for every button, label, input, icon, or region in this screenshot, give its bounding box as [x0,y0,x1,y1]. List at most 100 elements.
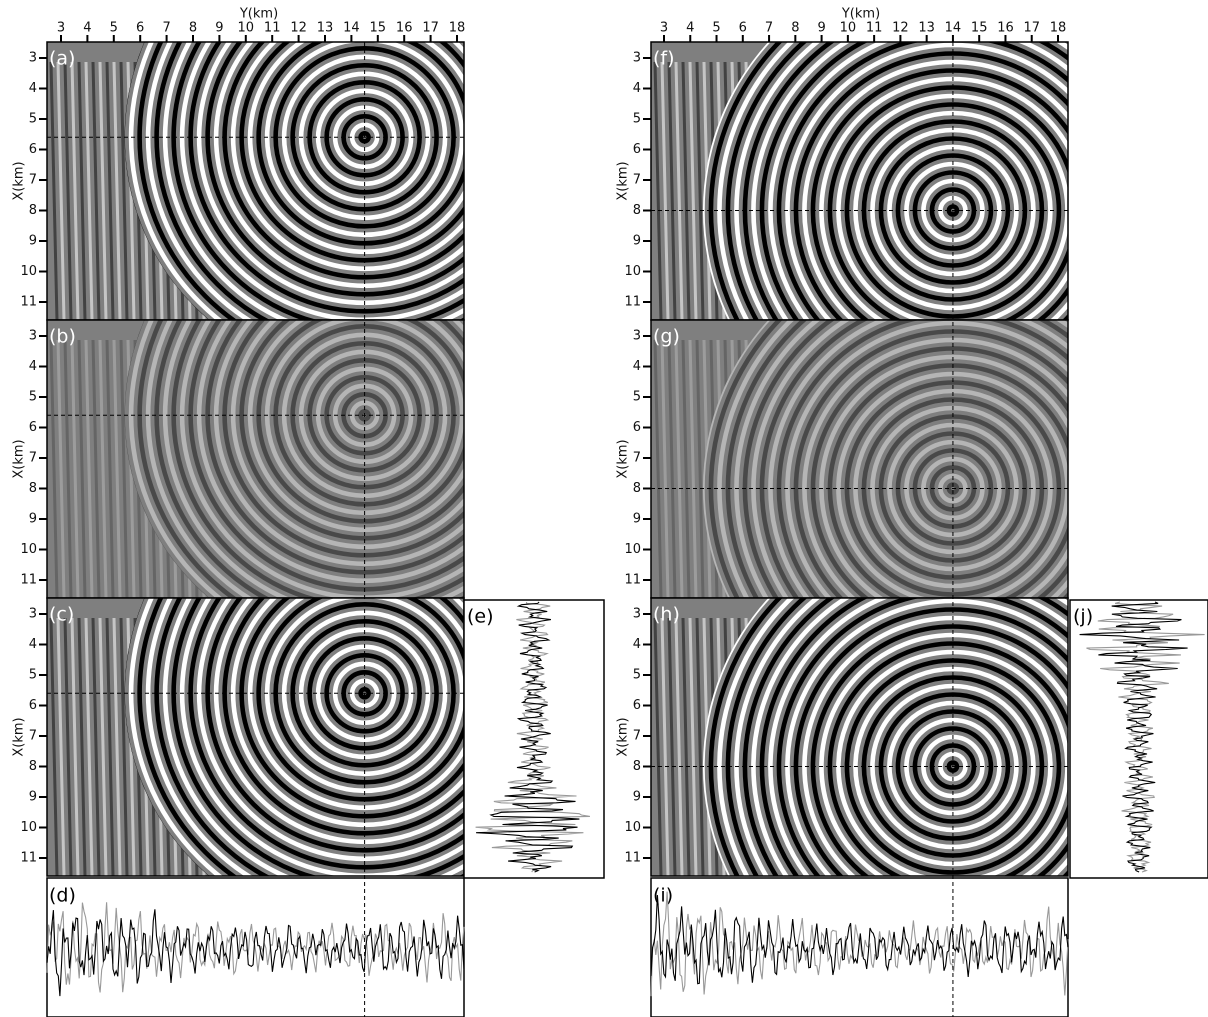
stripe [245,339,255,598]
stripe [681,339,691,598]
stripe [77,617,87,876]
stripe [196,339,206,598]
x-tick-label: 5 [29,112,37,127]
ring [717,598,1068,876]
ring [239,598,464,819]
y-tick-label: 6 [739,21,747,36]
stripe [688,339,698,598]
y-tick-label: 11 [866,21,883,36]
stripe [814,339,824,598]
panel-label: (f) [653,48,675,70]
y-tick-label: 14 [343,21,360,36]
x-tick-label: 10 [624,820,641,835]
ring [725,320,1068,598]
ring [154,320,464,598]
stripe [84,339,94,598]
y-tick-label: 12 [892,21,909,36]
stripe [49,61,59,320]
panel-label: (i) [653,885,673,907]
stripe [821,339,831,598]
stripe [667,61,677,320]
stripe [660,617,670,876]
stripe [63,617,73,876]
x-tick-label: 3 [633,607,641,622]
y-tick-label: 15 [971,21,988,36]
x-tick-label: 10 [624,542,641,557]
trace [1079,601,1188,873]
stripe [112,339,122,598]
x-tick-label: 6 [633,420,641,435]
stripe [147,339,157,598]
stripe [856,339,866,598]
x-tick-label: 9 [29,234,37,249]
stripe [119,617,129,876]
y-tick-label: 7 [765,21,773,36]
y-tick-label: 3 [660,21,668,36]
trace [476,601,580,873]
x-tick-label: 5 [29,668,37,683]
ring [230,598,464,828]
stripe [870,339,880,598]
trace [46,902,465,993]
stripe [238,339,248,598]
ring [802,337,1068,598]
stripe [259,339,269,598]
stripe [674,339,684,598]
stripe [126,339,136,598]
stripe [210,339,220,598]
stripe [660,61,670,320]
trace [650,895,1069,985]
x-tick-label: 7 [633,451,641,466]
panel-background [47,320,464,598]
stripe [56,339,66,598]
y-tick-label: 16 [396,21,413,36]
x-tick-label: 5 [633,112,641,127]
x-tick-label: 8 [29,203,37,218]
stripe [730,339,740,598]
trace [1086,601,1205,873]
stripe [63,61,73,320]
stripe [688,61,698,320]
stripe [98,617,108,876]
stripe [91,339,101,598]
y-tick-label: 8 [791,21,799,36]
x-tick-label: 4 [29,637,37,652]
x-tick-label: 4 [29,81,37,96]
panel-label: (j) [1073,606,1093,628]
stripe [84,617,94,876]
ring [281,332,448,499]
stripe [674,61,684,320]
ring [205,320,464,575]
y-tick-label: 18 [1050,21,1067,36]
panel-label: (d) [49,885,76,907]
y-tick-label: 10 [840,21,857,36]
x-tick-label: 6 [29,142,37,157]
stripe [709,339,719,598]
stripe [723,339,733,598]
ring [324,374,405,456]
stripe [744,339,754,598]
stripe [695,61,705,320]
x-tick-label: 9 [29,790,37,805]
stripe [793,339,803,598]
x-tick-label: 8 [633,481,641,496]
stripe [154,339,164,598]
axis-label: X(km) [12,439,27,478]
ring [725,598,1068,876]
ring [162,42,464,320]
stripe [266,339,276,598]
y-tick-label: 18 [449,21,466,36]
stripe [695,617,705,876]
ring [239,320,464,541]
y-tick-label: 3 [57,21,65,36]
y-tick-label: 13 [317,21,334,36]
x-tick-label: 8 [29,759,37,774]
stripe [105,339,115,598]
stripe [77,339,87,598]
stripe [231,339,241,598]
ring [154,598,464,876]
stripe [252,339,262,598]
x-tick-label: 5 [29,390,37,405]
stripe [77,61,87,320]
